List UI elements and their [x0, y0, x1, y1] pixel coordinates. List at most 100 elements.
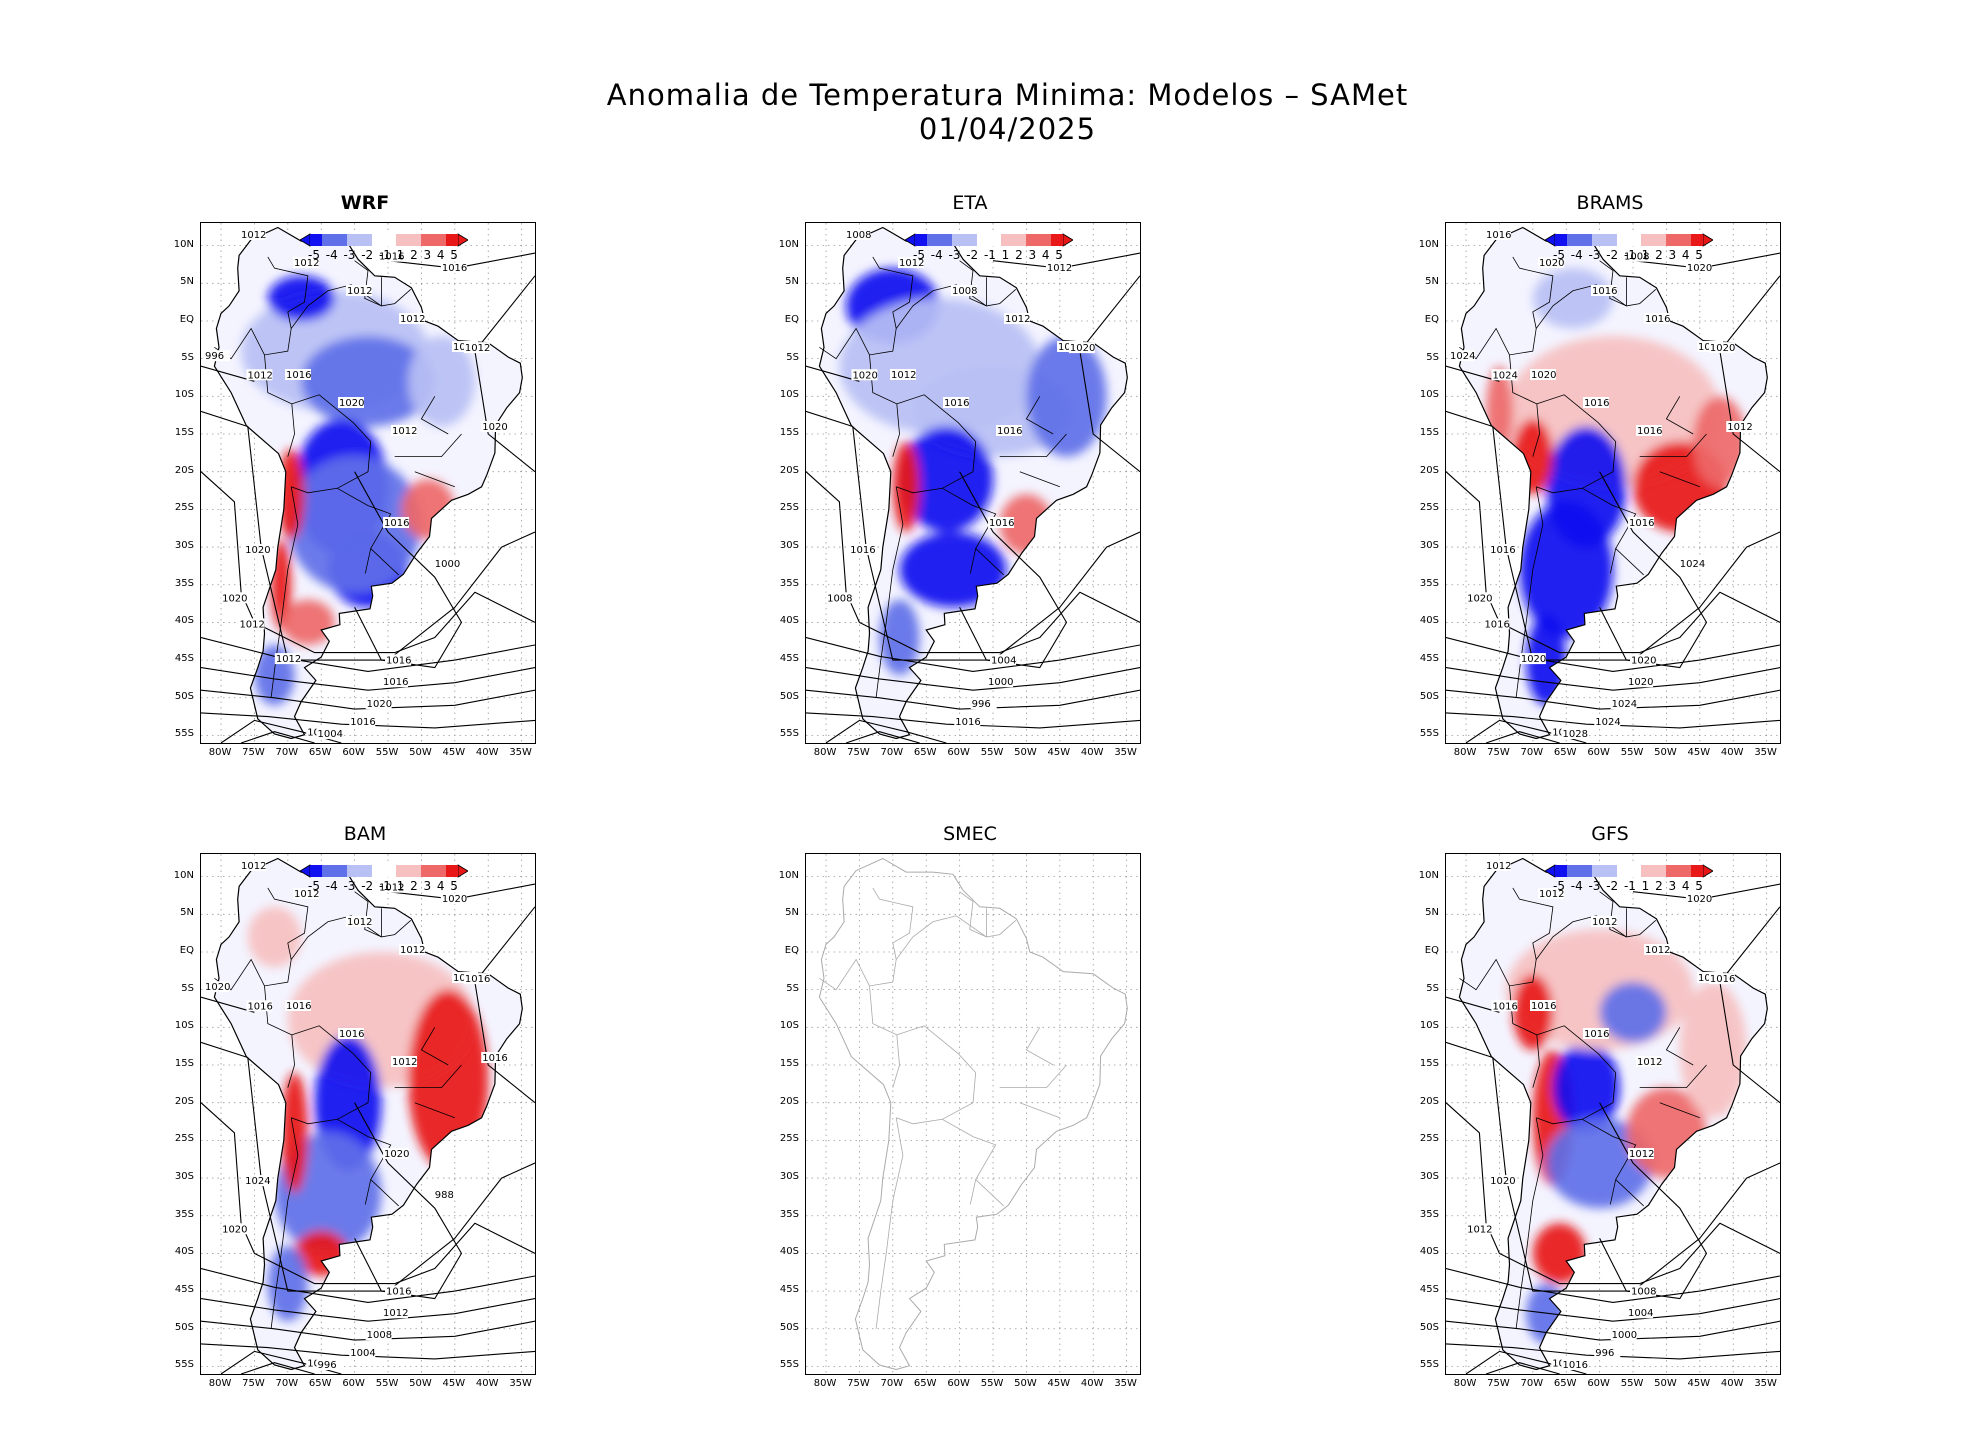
- isobar-label: 1004: [1628, 1308, 1653, 1319]
- isobar-label-bg: [204, 350, 230, 362]
- isobar-label: 1016: [386, 1286, 411, 1297]
- isobar-label: 1016: [379, 252, 404, 263]
- x-tick-label: 55W: [1620, 747, 1644, 758]
- x-tick-label: 60W: [1587, 747, 1610, 758]
- isobar-label-bg: [1561, 728, 1588, 739]
- isobar-label: 1016: [955, 717, 980, 728]
- colorbar-cell: [346, 865, 360, 877]
- country-borders: [214, 256, 462, 698]
- isobar-label-bg: [221, 592, 248, 604]
- colorbar-cell: [1678, 234, 1691, 246]
- isobar-label-bg: [383, 516, 410, 528]
- panel-eta: ETA 10N 5N EQ 5S 10S 15S 20S 25S 30S 35S 40S 45S 50S 5…: [755, 192, 1185, 782]
- colorbar-cell: [346, 234, 360, 246]
- isobar-label-bg: [285, 369, 311, 380]
- anomaly-blob: [1679, 982, 1747, 1118]
- x-tick-label: 65W: [1553, 747, 1577, 758]
- isobar-label: 1016: [442, 263, 467, 274]
- isobar-label: 1016: [850, 545, 875, 556]
- isobar-label-bg: [951, 285, 977, 296]
- x-tick-label: 70W: [880, 1378, 904, 1389]
- isobar-label: 1020: [1631, 655, 1656, 666]
- isobar-label-bg: [399, 313, 425, 324]
- isobar-label-bg: [898, 257, 924, 268]
- colorbar-cell: [1641, 865, 1654, 877]
- y-tick-label: 30S: [1419, 1171, 1439, 1183]
- isobar-label-bg: [1483, 618, 1510, 630]
- isobar-label-bg: [391, 425, 417, 436]
- colorbar-cell: [1567, 234, 1580, 246]
- colorbar-label: -5: [308, 879, 320, 893]
- x-tick-label: 55W: [1620, 1378, 1644, 1389]
- isobar-label-bg: [481, 421, 508, 433]
- isobar-label: 1016: [1584, 1029, 1609, 1040]
- isobar-label: 1008: [827, 593, 852, 604]
- isobar-label: 1012: [1592, 917, 1617, 928]
- isobar-labels: 1016 1020 1016 1016 1016 1020 1016 1016 1016 1024…: [1449, 229, 1753, 740]
- colorbar-cell: [383, 234, 397, 246]
- colorbar-cell: [408, 865, 421, 877]
- isobar-label-bg: [1583, 397, 1609, 408]
- y-tick-label: 40S: [1419, 1246, 1439, 1258]
- colorbar-label: -4: [930, 248, 943, 262]
- isobar-line: [806, 689, 1140, 710]
- isobar-label: 1020: [1521, 654, 1546, 665]
- panel-title: BAM: [343, 823, 387, 845]
- y-tick-label: 40S: [174, 615, 194, 627]
- y-tick-label: 25S: [174, 1133, 194, 1145]
- y-tick-label: 20S: [1419, 464, 1439, 476]
- isobar-label: 1008: [367, 1330, 392, 1341]
- isobar-label-bg: [440, 262, 467, 274]
- anomaly-blob: [1599, 982, 1667, 1043]
- isobar-label-bg: [1636, 425, 1662, 436]
- isobar-label: 1016: [1592, 286, 1617, 297]
- isobar-label: 1020: [384, 1149, 409, 1160]
- colorbar-label: 2: [410, 248, 418, 262]
- colorbar-cell: [1013, 234, 1026, 246]
- isobar-label-bg: [970, 698, 997, 710]
- isobar-label-bg: [996, 425, 1022, 436]
- y-tick-label: 10N: [778, 869, 799, 881]
- panel-title: WRF: [340, 192, 390, 214]
- x-tick-label: 55W: [375, 747, 399, 758]
- isobar-label: 1008: [952, 286, 977, 297]
- isobar-label: 1028: [1563, 729, 1588, 740]
- isobar-label: 1012: [392, 1057, 417, 1068]
- isobar-label: 1012: [1047, 263, 1072, 274]
- isobar-label-bg: [240, 860, 266, 871]
- map-svg: 1012 1012 1012 1012 1016 1016 1016 1012 1012 1016…: [1446, 854, 1780, 1374]
- isobar-label-bg: [1485, 860, 1511, 871]
- colorbar-cell: [988, 234, 1002, 246]
- colorbar-cell: [927, 234, 940, 246]
- isobar-label-bg: [1594, 1347, 1621, 1359]
- x-tick-label: 75W: [242, 747, 265, 758]
- colorbar-label: -3: [1588, 248, 1601, 262]
- country-borders: [819, 256, 1067, 698]
- anomaly-blob: [267, 275, 335, 321]
- coastline: [213, 857, 523, 1371]
- isobar-label: 996: [318, 1360, 337, 1371]
- y-tick-label: 30S: [779, 1171, 799, 1183]
- y-tick-label: 30S: [174, 1171, 194, 1183]
- isobar-label-bg: [1627, 676, 1653, 688]
- isobar-label: 1016: [286, 1001, 311, 1012]
- panel-wrf: WRF 10N 5N EQ 5S 10S 15S 20S 25S 30S 35S 40S 45S 50S 5…: [150, 192, 580, 782]
- isobar-line: [1719, 275, 1780, 473]
- x-tick-label: 40W: [1080, 1378, 1104, 1389]
- anomaly-blob: [1026, 336, 1107, 457]
- y-tick-label: 20S: [779, 1095, 799, 1107]
- isobar-line: [1446, 1298, 1780, 1322]
- colorbar: -5 -4 -3 -2 -1 1 2 3 4 5: [1545, 863, 1713, 901]
- isobar-contours: [806, 252, 1140, 743]
- isobar-label-bg: [440, 893, 467, 905]
- isobar-label: 1020: [482, 422, 507, 433]
- colorbar-cell: [310, 865, 323, 877]
- panel-title: GFS: [1591, 823, 1629, 845]
- country-borders: [1459, 256, 1707, 698]
- isobar-line: [825, 719, 947, 743]
- x-tick-label: 75W: [1487, 747, 1510, 758]
- y-tick-label: 35S: [779, 577, 799, 589]
- anomaly-blob: [247, 906, 302, 968]
- y-tick-label: 5N: [1425, 907, 1439, 919]
- isobar-contours: [201, 252, 535, 743]
